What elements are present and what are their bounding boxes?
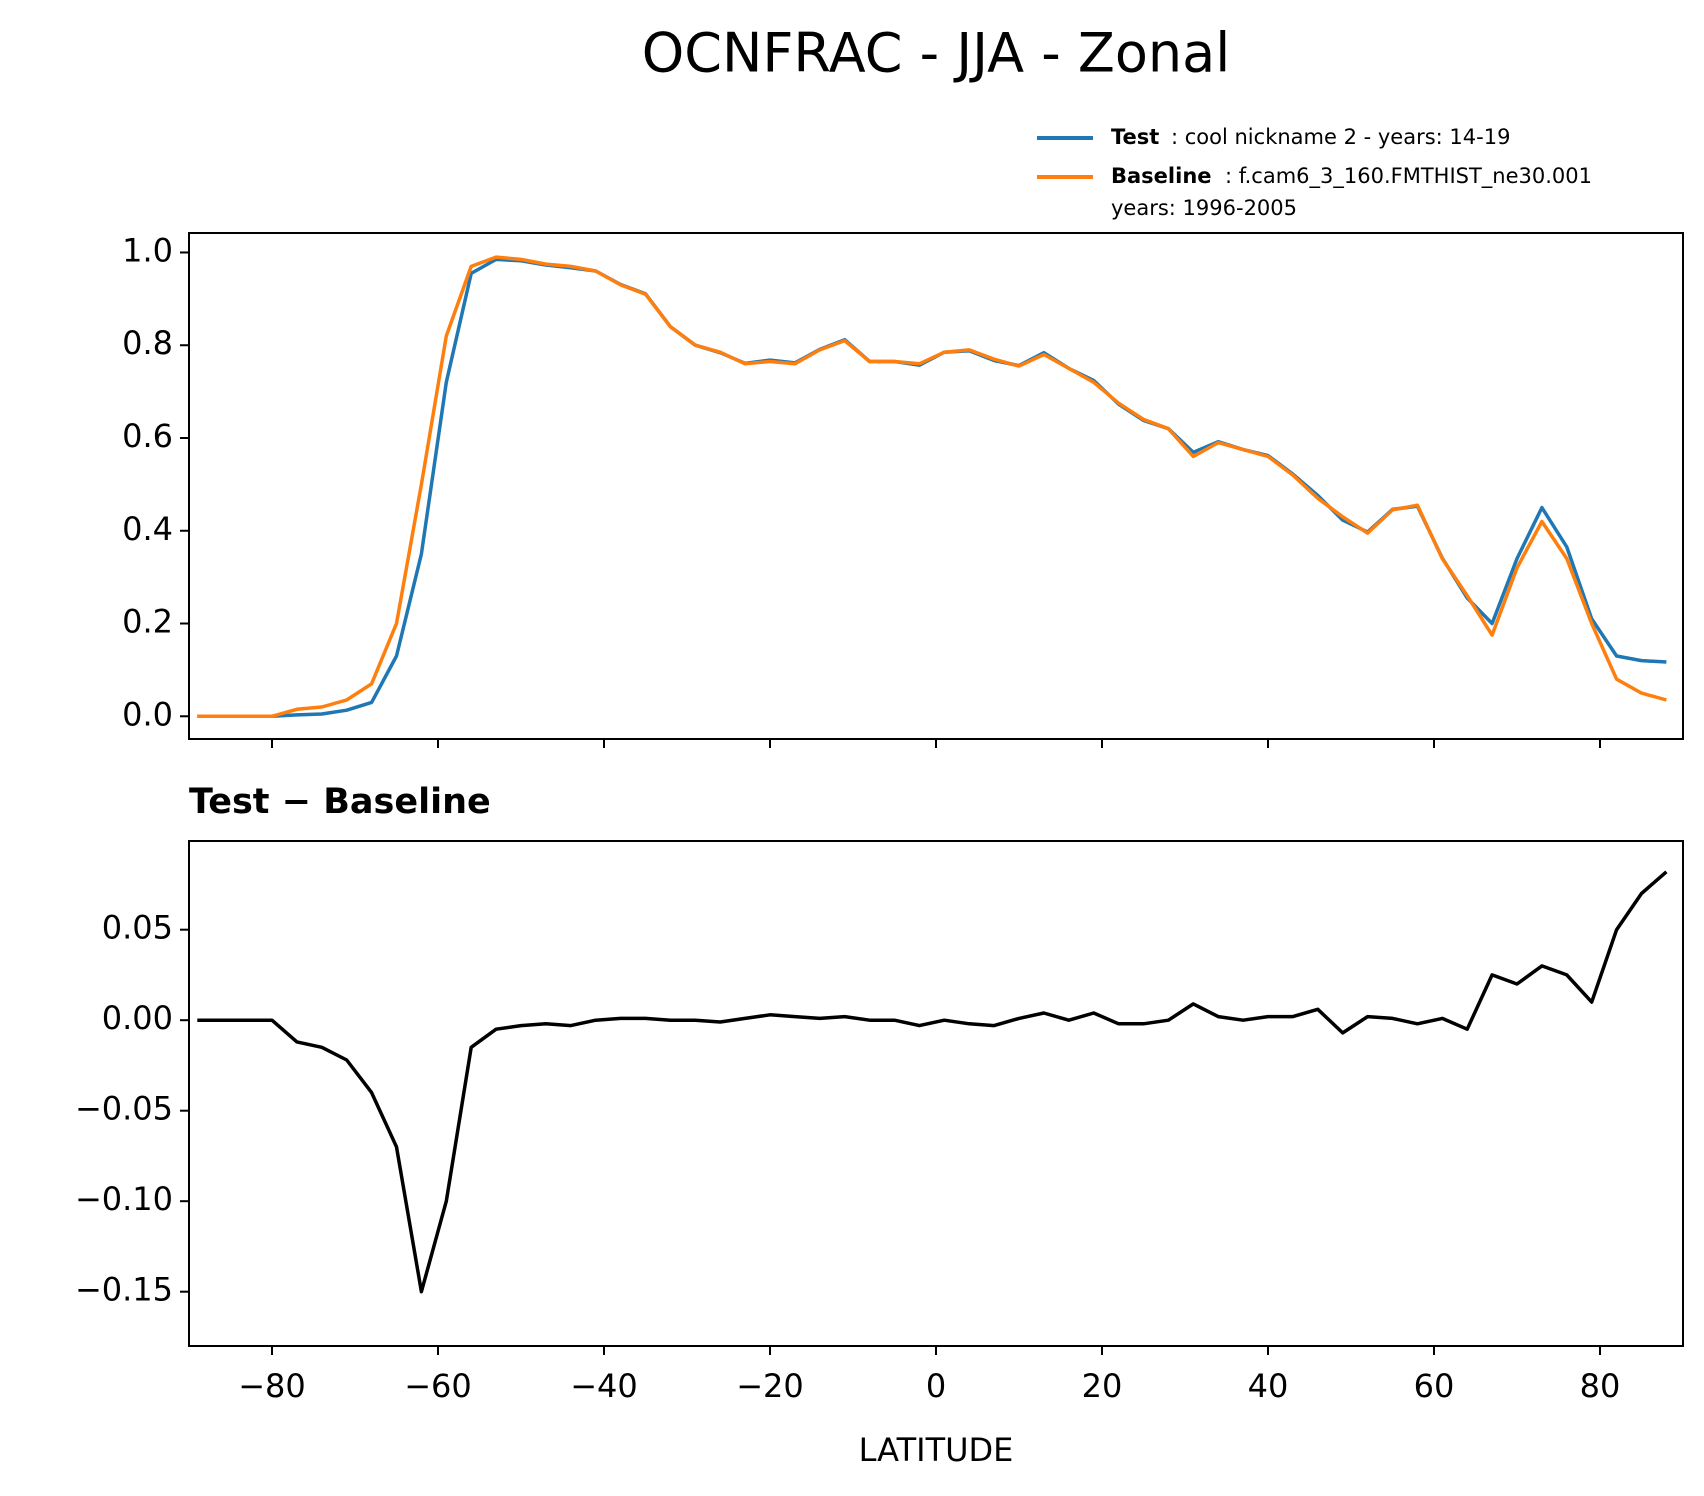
legend-description: : f.cam6_3_160.FMTHIST_ne30.001 bbox=[1225, 164, 1592, 189]
y-tick-label: 0.00 bbox=[102, 999, 173, 1037]
x-tick-label: −60 bbox=[404, 1367, 472, 1405]
axes-frame bbox=[188, 840, 1684, 1347]
figure-title: OCNFRAC - JJA - Zonal bbox=[642, 22, 1231, 85]
legend-description: years: 1996-2005 bbox=[1111, 196, 1297, 220]
x-tick-label: 40 bbox=[1248, 1367, 1289, 1405]
legend-description: : cool nickname 2 - years: 14-19 bbox=[1171, 125, 1510, 149]
y-tick-label: −0.10 bbox=[75, 1180, 173, 1218]
y-tick-label: 0.8 bbox=[122, 324, 173, 362]
legend-name: Test bbox=[1111, 125, 1159, 149]
axes-frame bbox=[188, 232, 1684, 740]
x-tick-label: −40 bbox=[570, 1367, 638, 1405]
y-tick-label: 0.4 bbox=[122, 510, 173, 548]
y-tick-label: 0.2 bbox=[122, 603, 173, 641]
data-line bbox=[197, 870, 1668, 1294]
data-line bbox=[197, 255, 1667, 719]
x-tick-label: 60 bbox=[1414, 1367, 1455, 1405]
x-tick-label: 0 bbox=[926, 1367, 946, 1405]
subplot-title: Test − Baseline bbox=[189, 782, 491, 822]
data-line bbox=[197, 257, 1667, 719]
y-tick-label: 0.05 bbox=[102, 909, 173, 947]
y-tick-label: 1.0 bbox=[122, 231, 173, 269]
y-tick-label: 0.0 bbox=[122, 695, 173, 733]
x-tick-label: 20 bbox=[1082, 1367, 1123, 1405]
legend-name: Baseline bbox=[1111, 164, 1212, 188]
x-tick-label: −80 bbox=[238, 1367, 306, 1405]
x-tick-label: 80 bbox=[1580, 1367, 1621, 1405]
y-tick-label: −0.05 bbox=[75, 1090, 173, 1128]
y-tick-label: −0.15 bbox=[75, 1271, 173, 1309]
x-tick-label: −20 bbox=[736, 1367, 804, 1405]
y-tick-label: 0.6 bbox=[122, 417, 173, 455]
x-axis-label: LATITUDE bbox=[859, 1431, 1014, 1469]
